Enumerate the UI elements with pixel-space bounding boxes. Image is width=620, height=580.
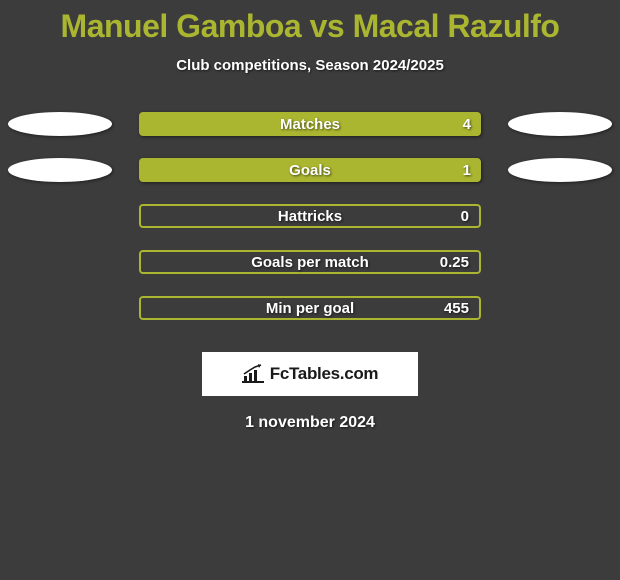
stat-value: 455 bbox=[444, 300, 469, 317]
stat-bar: Goals 1 bbox=[139, 158, 481, 182]
stat-value: 0 bbox=[461, 208, 469, 225]
stat-label: Goals per match bbox=[251, 254, 369, 271]
page-title: Manuel Gamboa vs Macal Razulfo bbox=[0, 8, 620, 45]
stats-rows: Matches 4 Goals 1 Hattricks 0 Goals per match 0… bbox=[0, 112, 620, 320]
stat-row: Goals 1 bbox=[0, 158, 620, 182]
date-label: 1 november 2024 bbox=[0, 414, 620, 432]
stat-value: 1 bbox=[463, 162, 471, 179]
stat-label: Min per goal bbox=[266, 300, 354, 317]
stat-label: Hattricks bbox=[278, 208, 342, 225]
logo-text: FcTables.com bbox=[270, 364, 379, 384]
stat-bar: Hattricks 0 bbox=[139, 204, 481, 228]
player-ellipse-left bbox=[8, 112, 112, 136]
stats-container: Manuel Gamboa vs Macal Razulfo Club comp… bbox=[0, 0, 620, 432]
player-ellipse-right bbox=[508, 112, 612, 136]
stat-bar: Min per goal 455 bbox=[139, 296, 481, 320]
stat-value: 4 bbox=[463, 116, 471, 133]
stat-value: 0.25 bbox=[440, 254, 469, 271]
stat-row: Matches 4 bbox=[0, 112, 620, 136]
stat-row: Goals per match 0.25 bbox=[0, 250, 620, 274]
subtitle: Club competitions, Season 2024/2025 bbox=[0, 57, 620, 74]
player-ellipse-left bbox=[8, 158, 112, 182]
stat-bar: Matches 4 bbox=[139, 112, 481, 136]
stat-label: Matches bbox=[280, 116, 340, 133]
player-ellipse-right bbox=[508, 158, 612, 182]
stat-bar: Goals per match 0.25 bbox=[139, 250, 481, 274]
chart-icon bbox=[242, 364, 264, 384]
stat-row: Min per goal 455 bbox=[0, 296, 620, 320]
stat-label: Goals bbox=[289, 162, 331, 179]
logo-box[interactable]: FcTables.com bbox=[202, 352, 418, 396]
stat-row: Hattricks 0 bbox=[0, 204, 620, 228]
